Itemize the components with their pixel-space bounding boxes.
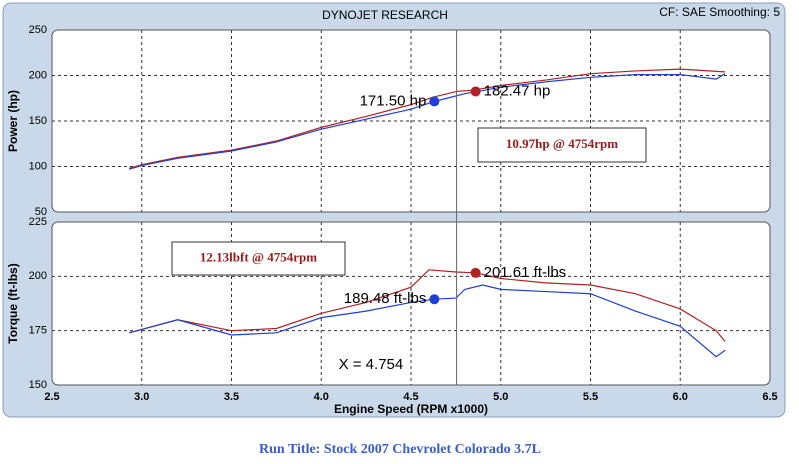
x-tick-label: 6.5: [762, 391, 777, 403]
y-tick-label: 200: [29, 69, 47, 81]
marker-label: 189.48 ft-lbs: [344, 290, 427, 307]
chart-title: DYNOJET RESEARCH: [322, 8, 448, 22]
x-tick-label: 4.0: [314, 391, 329, 403]
y-tick-label: 225: [29, 216, 47, 228]
marker-label: 171.50 hp: [360, 92, 427, 109]
annotation: 10.97hp @ 4754rpm: [506, 136, 618, 151]
y-axis-label: Power (hp): [6, 90, 20, 152]
annotation-box: [171, 241, 346, 276]
annotation-box: [477, 127, 647, 163]
settings: CF: SAE Smoothing: 5: [659, 5, 780, 19]
line: [129, 284, 726, 358]
y-tick-label: 50: [35, 206, 47, 218]
x-axis-label: Engine Speed (RPM x1000): [334, 402, 488, 416]
y-tick-label: 150: [29, 379, 47, 391]
marker: [470, 267, 481, 278]
line: [129, 73, 726, 170]
x-tick-label: 2.5: [44, 391, 59, 403]
x-tick-label: 3.5: [224, 391, 239, 403]
y-tick-label: 175: [29, 325, 47, 337]
y-tick-label: 100: [29, 160, 47, 172]
y-axis-label: Torque (ft-lbs): [6, 263, 20, 343]
marker-label: 182.47 hp: [484, 82, 551, 99]
marker-label: 201.61 ft-lbs: [484, 264, 567, 281]
y-tick-label: 200: [29, 270, 47, 282]
cursor-label: X = 4.754: [339, 356, 404, 373]
y-tick-label: 150: [29, 115, 47, 127]
x-tick-label: 5.5: [583, 391, 598, 403]
y-tick-label: 250: [29, 24, 47, 36]
line: [129, 269, 726, 342]
run-title: Run Title: Stock 2007 Chevrolet Colorado…: [259, 442, 541, 457]
marker: [429, 294, 440, 305]
x-tick-label: 4.5: [403, 391, 418, 403]
marker: [429, 96, 440, 107]
annotation: 12.13lbft @ 4754rpm: [200, 249, 317, 264]
x-tick-label: 5.0: [493, 391, 508, 403]
x-tick-label: 6.0: [673, 391, 688, 403]
marker: [470, 86, 481, 97]
x-tick-label: 3.0: [134, 391, 149, 403]
